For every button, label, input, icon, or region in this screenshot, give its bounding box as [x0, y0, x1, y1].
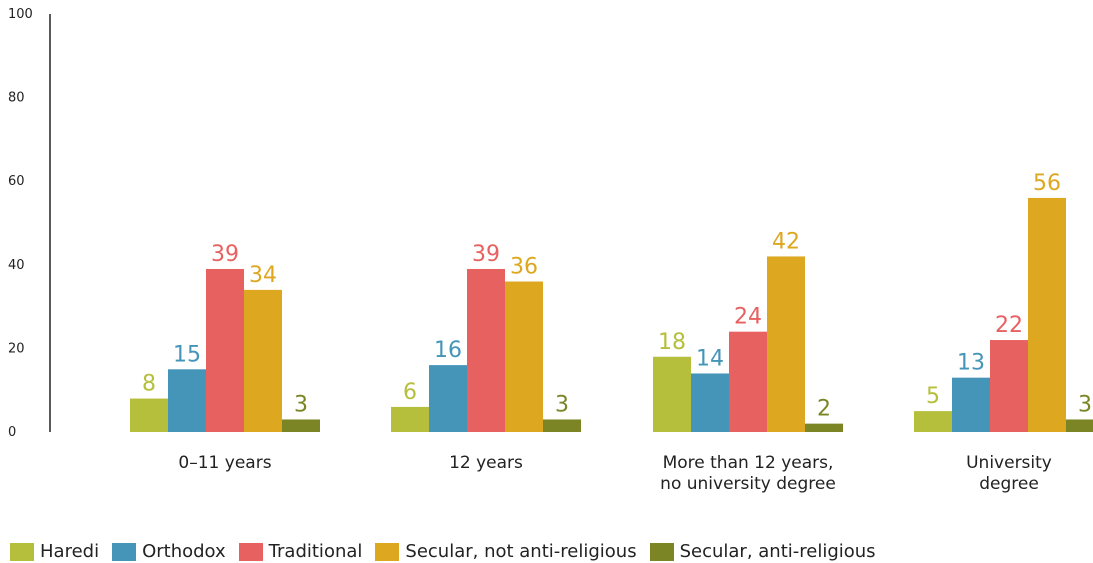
legend-swatch [112, 542, 137, 561]
legend-item: Secular, not anti-religious [375, 541, 637, 562]
bar-secular-anti-religious-2 [805, 423, 843, 432]
legend-label: Orthodox [142, 541, 226, 562]
data-label: 56 [1033, 171, 1061, 196]
bar-secular-not-anti-religious-0 [244, 289, 282, 432]
bar-orthodox-3 [952, 377, 990, 432]
legend-label: Haredi [40, 541, 100, 562]
bar-haredi-2 [653, 356, 691, 432]
data-label: 5 [926, 384, 940, 409]
category-label: University [966, 453, 1052, 473]
bar-haredi-0 [130, 398, 168, 432]
legend-swatch [649, 542, 674, 561]
data-label: 8 [142, 372, 156, 397]
data-label: 14 [696, 346, 724, 371]
bar-traditional-0 [206, 268, 244, 432]
data-label: 39 [472, 242, 500, 267]
bar-secular-not-anti-religious-3 [1028, 197, 1066, 432]
bar-secular-anti-religious-0 [282, 419, 320, 432]
data-label: 24 [734, 305, 762, 330]
y-tick-label: 40 [8, 258, 25, 273]
data-label: 22 [995, 313, 1023, 338]
data-label: 18 [658, 330, 686, 355]
category-label: 0–11 years [178, 453, 271, 473]
legend-swatch [238, 542, 263, 561]
legend-item: Traditional [238, 541, 363, 562]
data-label: 16 [434, 338, 462, 363]
data-label: 3 [294, 392, 308, 417]
data-label: 15 [173, 342, 201, 367]
y-tick-label: 20 [8, 341, 25, 356]
category-labels: 0–11 years 12 years More than 12 years,no … [178, 453, 1051, 494]
data-label: 42 [772, 229, 800, 254]
legend-label: Secular, not anti-religious [405, 541, 637, 562]
legend-swatch [10, 542, 34, 561]
bar-orthodox-1 [429, 365, 467, 432]
y-tick-label: 60 [8, 174, 25, 189]
bar-orthodox-0 [168, 369, 206, 432]
y-axis-ticks: 0 20 40 60 80 100 [8, 7, 33, 440]
legend-item: Orthodox [112, 541, 226, 562]
y-tick-label: 80 [8, 91, 25, 106]
y-tick-label: 0 [8, 425, 16, 440]
legend-item: Secular, anti-religious [649, 541, 876, 562]
bar-haredi-1 [391, 406, 429, 432]
data-label: 39 [211, 242, 239, 267]
category-label: 12 years [449, 453, 523, 473]
legend-swatch [375, 542, 400, 561]
bar-traditional-2 [729, 331, 767, 432]
data-label: 6 [403, 380, 417, 405]
bar-traditional-3 [990, 340, 1028, 432]
data-label: 34 [249, 263, 277, 288]
data-label: 36 [510, 255, 538, 280]
category-label: More than 12 years, [663, 453, 834, 473]
legend-label: Traditional [268, 541, 363, 562]
data-label: 2 [817, 397, 831, 422]
bar-haredi-3 [914, 411, 952, 432]
category-label: no university degree [660, 474, 836, 494]
legend-label: Secular, anti-religious [679, 541, 876, 562]
category-label: degree [979, 474, 1039, 494]
bar-traditional-1 [467, 268, 505, 432]
legend: Haredi Orthodox Traditional Secular, not an… [10, 541, 889, 562]
legend-item: Haredi [10, 541, 99, 562]
bar-orthodox-2 [691, 373, 729, 432]
y-tick-label: 100 [8, 7, 33, 22]
data-label: 3 [555, 392, 569, 417]
bar-secular-anti-religious-1 [543, 419, 581, 432]
data-label: 3 [1078, 392, 1092, 417]
data-label: 13 [957, 351, 985, 376]
bar-secular-anti-religious-3 [1066, 419, 1093, 432]
bar-secular-not-anti-religious-2 [767, 256, 805, 432]
bar-secular-not-anti-religious-1 [505, 281, 543, 432]
